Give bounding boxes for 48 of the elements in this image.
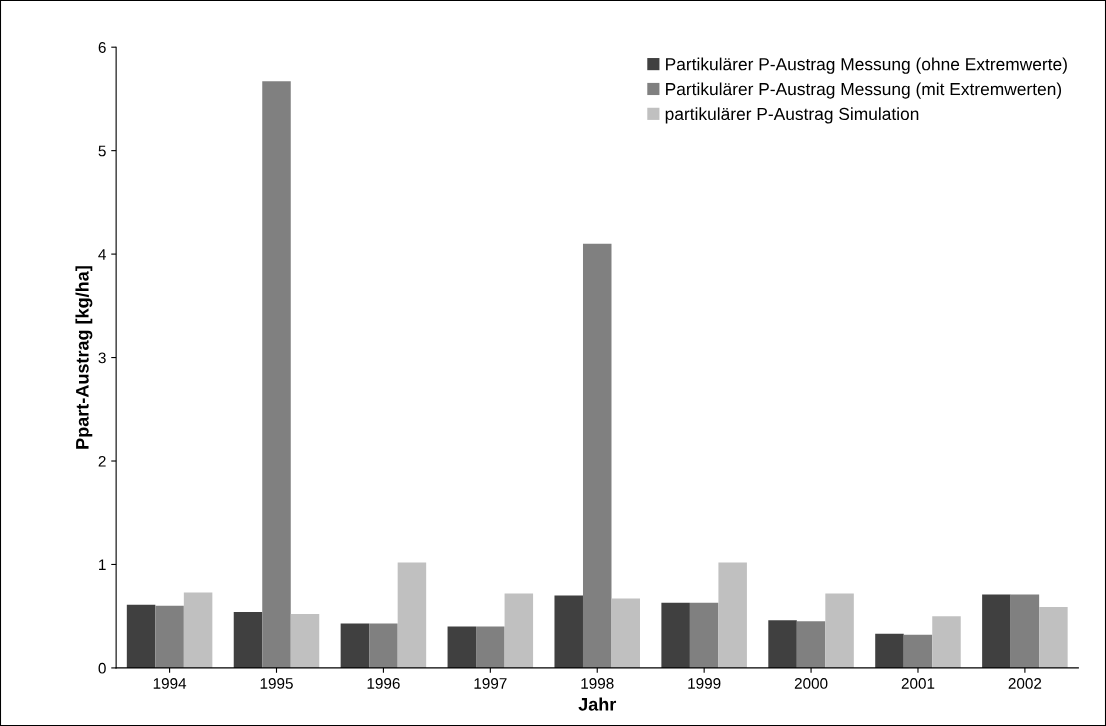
bar <box>340 623 370 668</box>
bar <box>233 612 263 668</box>
bar <box>262 81 291 668</box>
bar <box>718 562 747 668</box>
bar <box>611 598 641 668</box>
x-tick-label: 2001 <box>901 678 935 689</box>
bar <box>183 592 213 668</box>
y-tick-label: 4 <box>98 249 106 260</box>
bar <box>504 593 534 668</box>
x-tick-label: 2000 <box>794 678 828 689</box>
bar <box>982 594 1011 668</box>
bar <box>554 595 583 668</box>
x-tick-label: 1999 <box>688 678 721 689</box>
bar <box>397 562 427 668</box>
bar <box>126 604 156 668</box>
x-axis-title: Jahr <box>578 697 617 711</box>
legend-label: Partikulärer P-Austrag Messung (ohne Extremwerte) <box>666 57 1067 74</box>
bar <box>1039 606 1068 668</box>
x-tick-label: 1995 <box>260 678 293 689</box>
bar <box>689 602 719 668</box>
y-tick-label: 5 <box>98 145 106 157</box>
y-tick-label: 6 <box>98 42 106 53</box>
y-axis-title: Ppart-Austrag [kg/ha] <box>75 266 93 449</box>
bar <box>447 626 477 668</box>
bar <box>875 633 904 668</box>
y-tick-label: 0 <box>98 662 106 674</box>
bar <box>290 614 320 668</box>
y-tick-label: 1 <box>99 559 106 570</box>
bar <box>1010 594 1040 668</box>
x-tick-label: 1998 <box>581 678 614 689</box>
x-tick-label: 1997 <box>474 678 507 689</box>
legend-label: partikulärer P-Austrag Simulation <box>665 107 919 124</box>
x-tick-label: 1996 <box>367 678 400 689</box>
bar <box>903 634 933 668</box>
bar <box>661 602 690 668</box>
bar <box>796 621 826 668</box>
x-tick-label: 2002 <box>1008 678 1042 689</box>
x-tick-label: 1994 <box>153 678 187 689</box>
y-tick-label: 3 <box>98 352 106 364</box>
bar <box>155 605 184 668</box>
bar <box>582 243 612 668</box>
legend-label: Partikulärer P-Austrag Messung (mit Extremwerten) <box>666 82 1062 99</box>
bar <box>476 626 505 668</box>
bar <box>825 593 854 668</box>
y-tick-label: 2 <box>98 455 106 467</box>
bar <box>932 616 961 668</box>
bar <box>768 620 797 668</box>
bar <box>369 623 398 668</box>
